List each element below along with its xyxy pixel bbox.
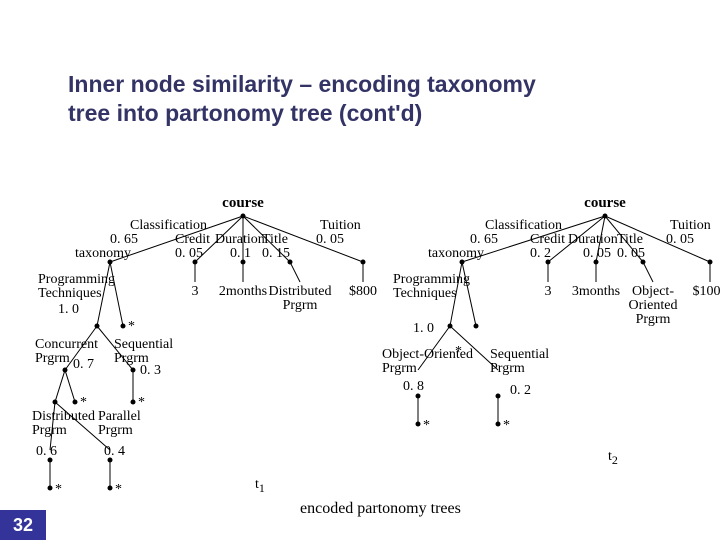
r-seq2: Prgrm xyxy=(490,361,525,376)
l-dist1: Distributed xyxy=(32,409,95,424)
r-pt1: Programming xyxy=(393,272,470,287)
r-pt2: Techniques xyxy=(393,286,457,301)
l-title-val2: Prgrm xyxy=(283,298,318,313)
page-number: 32 xyxy=(0,510,46,540)
l-title-w: 0. 15 xyxy=(262,246,290,261)
l-star1: * xyxy=(128,319,135,334)
r-credit: Credit xyxy=(530,232,565,247)
t2-label: t2 xyxy=(608,449,618,467)
r-title-val2: Oriented xyxy=(629,298,678,313)
l-star2: * xyxy=(80,395,87,410)
l-classification: Classification xyxy=(130,218,207,233)
r-star2: * xyxy=(423,418,430,433)
l-pt2: Techniques xyxy=(38,286,102,301)
r-tuition: Tuition xyxy=(670,218,711,233)
l-par-w: 0. 4 xyxy=(104,444,125,459)
r-title-val1: Object- xyxy=(632,284,674,299)
r-title-w: 0. 05 xyxy=(617,246,645,261)
l-star4: * xyxy=(55,482,62,497)
l-taxonomy: taxonomy xyxy=(75,246,131,261)
tree-diagram: course Classification 0. 65 taxonomy Cre… xyxy=(0,0,720,540)
right-tree: course Classification 0. 65 taxonomy Cre… xyxy=(382,195,720,467)
r-duration-val: 3months xyxy=(572,284,620,299)
l-pt-w: 1. 0 xyxy=(58,302,79,317)
l-seq-w: 0. 3 xyxy=(140,363,161,378)
l-tuition-val: $800 xyxy=(349,284,377,299)
caption: encoded partonomy trees xyxy=(300,500,461,518)
r-duration-w: 0. 05 xyxy=(583,246,611,261)
r-taxonomy: taxonomy xyxy=(428,246,484,261)
l-conc1: Concurrent xyxy=(35,337,98,352)
r-credit-val: 3 xyxy=(545,284,552,299)
left-tree: course Classification 0. 65 taxonomy Cre… xyxy=(32,195,377,497)
r-title: Title xyxy=(617,232,643,247)
r-star3: * xyxy=(503,418,510,433)
r-title-val3: Prgrm xyxy=(636,312,671,327)
l-dist2: Prgrm xyxy=(32,423,67,438)
r-oop-w: 0. 8 xyxy=(403,379,424,394)
l-par1: Parallel xyxy=(98,409,141,424)
l-star5: * xyxy=(115,482,122,497)
left-root: course xyxy=(222,195,264,211)
l-tuition-w: 0. 05 xyxy=(316,232,344,247)
r-credit-w: 0. 2 xyxy=(530,246,551,261)
l-dist-w: 0. 6 xyxy=(36,444,57,459)
l-tuition: Tuition xyxy=(320,218,361,233)
l-seq1: Sequential xyxy=(114,337,173,352)
l-class-w: 0. 65 xyxy=(110,232,138,247)
r-duration: Duration xyxy=(568,232,618,247)
l-star3: * xyxy=(138,395,145,410)
r-classification: Classification xyxy=(485,218,562,233)
l-conc2: Prgrm xyxy=(35,351,70,366)
right-root: course xyxy=(584,195,626,211)
l-par2: Prgrm xyxy=(98,423,133,438)
l-credit-w: 0. 05 xyxy=(175,246,203,261)
r-pt-w: 1. 0 xyxy=(413,321,434,336)
r-tuition-val: $1000 xyxy=(693,284,720,299)
t1-label: t1 xyxy=(255,477,265,495)
l-duration: Duration xyxy=(215,232,265,247)
l-conc-w: 0. 7 xyxy=(73,357,94,372)
l-credit-val: 3 xyxy=(192,284,199,299)
l-duration-val: 2months xyxy=(219,284,267,299)
r-seq1: Sequential xyxy=(490,347,549,362)
l-duration-w: 0. 1 xyxy=(230,246,251,261)
l-credit: Credit xyxy=(175,232,210,247)
l-title-val1: Distributed xyxy=(269,284,332,299)
l-title: Title xyxy=(262,232,288,247)
r-seq-w: 0. 2 xyxy=(510,383,531,398)
r-tuition-w: 0. 05 xyxy=(666,232,694,247)
r-oop2: Prgrm xyxy=(382,361,417,376)
l-pt1: Programming xyxy=(38,272,115,287)
r-star1: * xyxy=(455,344,462,359)
r-class-w: 0. 65 xyxy=(470,232,498,247)
